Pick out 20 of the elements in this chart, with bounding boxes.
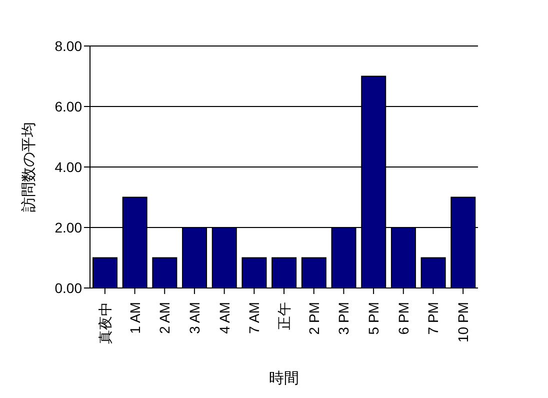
y-axis-title: 訪問数の平均 — [20, 122, 38, 212]
x-tick-label: 2 PM — [306, 302, 322, 335]
x-tick-label: 6 PM — [395, 302, 412, 335]
x-tick-label: 3 PM — [336, 302, 352, 335]
x-axis-title: 時間 — [269, 370, 299, 387]
x-tick-label: 10 PM — [455, 302, 472, 342]
x-tick-label: 2 AM — [156, 302, 173, 334]
x-tick-label: 1 AM — [126, 302, 143, 334]
x-tick-label: 5 PM — [366, 302, 382, 335]
x-tick-label: 3 AM — [186, 302, 202, 334]
x-tick-label: 真夜中 — [96, 302, 113, 344]
y-tick-label: 4.00 — [54, 158, 82, 175]
x-tick-label: 正午 — [276, 302, 292, 330]
x-tick-label: 7 PM — [425, 302, 442, 335]
y-tick-label: 2.00 — [54, 219, 82, 236]
y-tick-label: 6.00 — [54, 98, 82, 114]
y-tick-label: 0.00 — [54, 280, 82, 296]
y-tick-label: 8.00 — [54, 38, 82, 54]
x-tick-label: 7 AM — [246, 302, 262, 334]
x-tick-label: 4 AM — [216, 302, 232, 334]
